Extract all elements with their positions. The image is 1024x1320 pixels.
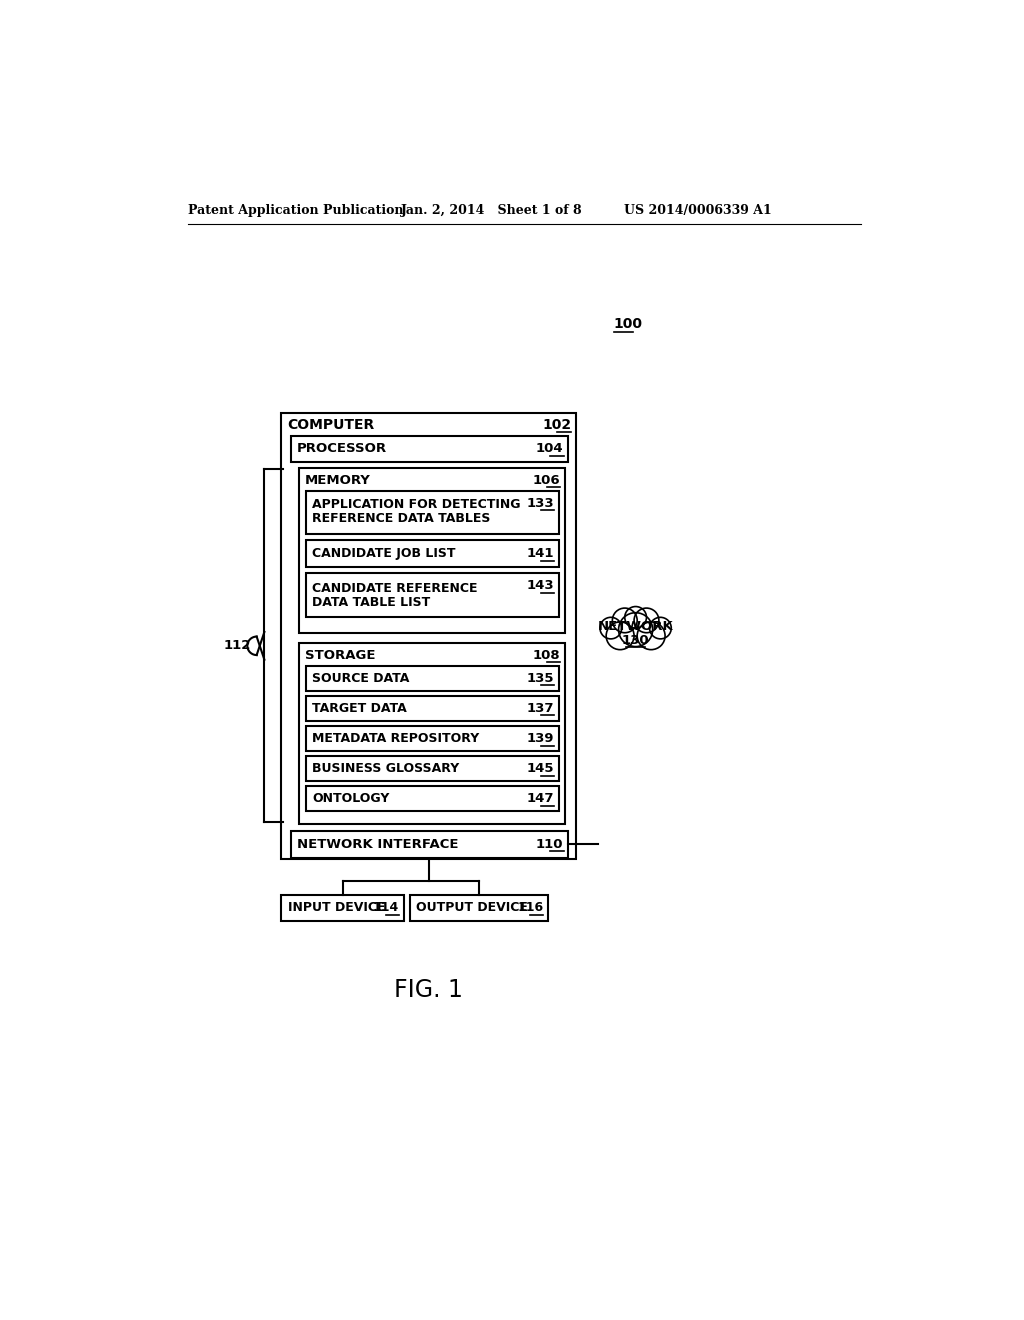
Text: OUTPUT DEVICE: OUTPUT DEVICE (417, 902, 528, 915)
Text: NETWORK: NETWORK (598, 620, 674, 634)
Text: CANDIDATE REFERENCE: CANDIDATE REFERENCE (312, 582, 478, 595)
Text: 110: 110 (536, 838, 563, 851)
Bar (306, 756, 559, 781)
Circle shape (649, 618, 672, 639)
Bar (299, 469, 565, 634)
Text: STORAGE: STORAGE (305, 648, 375, 661)
Bar (291, 436, 568, 462)
Bar (306, 540, 559, 568)
Text: 147: 147 (526, 792, 554, 805)
Text: PROCESSOR: PROCESSOR (297, 442, 387, 455)
Circle shape (618, 612, 652, 647)
Text: 145: 145 (526, 762, 554, 775)
Text: 106: 106 (532, 474, 560, 487)
Text: NETWORK INTERFACE: NETWORK INTERFACE (297, 838, 459, 851)
Text: BUSINESS GLOSSARY: BUSINESS GLOSSARY (312, 762, 460, 775)
Text: 141: 141 (526, 548, 554, 560)
Text: Patent Application Publication: Patent Application Publication (188, 205, 403, 218)
Text: 143: 143 (526, 579, 554, 593)
Text: 139: 139 (526, 733, 554, 744)
Text: 100: 100 (614, 317, 643, 331)
Circle shape (612, 609, 637, 632)
Circle shape (600, 618, 622, 639)
Text: 108: 108 (532, 648, 560, 661)
Text: US 2014/0006339 A1: US 2014/0006339 A1 (624, 205, 772, 218)
Bar (410, 895, 548, 921)
Bar (306, 726, 559, 751)
Text: COMPUTER: COMPUTER (288, 418, 375, 432)
Text: ONTOLOGY: ONTOLOGY (312, 792, 390, 805)
Bar (306, 491, 559, 535)
Text: INPUT DEVICE: INPUT DEVICE (288, 902, 385, 915)
Text: MEMORY: MEMORY (305, 474, 371, 487)
Text: 114: 114 (373, 902, 399, 915)
Bar (306, 665, 559, 692)
Circle shape (606, 622, 634, 649)
Circle shape (637, 622, 665, 649)
Text: 112: 112 (223, 639, 251, 652)
Bar (282, 895, 403, 921)
Text: 116: 116 (517, 902, 544, 915)
Text: 137: 137 (526, 702, 554, 715)
Bar (306, 785, 559, 812)
Text: 104: 104 (536, 442, 563, 455)
Text: METADATA REPOSITORY: METADATA REPOSITORY (312, 733, 479, 744)
Text: DATA TABLE LIST: DATA TABLE LIST (312, 597, 431, 610)
Text: FIG. 1: FIG. 1 (394, 978, 463, 1002)
Text: Jan. 2, 2014   Sheet 1 of 8: Jan. 2, 2014 Sheet 1 of 8 (400, 205, 583, 218)
Text: 133: 133 (526, 496, 554, 510)
Bar (306, 573, 559, 616)
Text: 135: 135 (526, 672, 554, 685)
Text: 130: 130 (622, 634, 649, 647)
Circle shape (625, 607, 646, 628)
Text: TARGET DATA: TARGET DATA (312, 702, 408, 715)
Text: CANDIDATE JOB LIST: CANDIDATE JOB LIST (312, 548, 456, 560)
Bar (282, 412, 575, 859)
Text: APPLICATION FOR DETECTING: APPLICATION FOR DETECTING (312, 499, 521, 511)
Bar (306, 696, 559, 721)
Bar (291, 832, 568, 858)
Circle shape (634, 609, 658, 632)
Text: 102: 102 (542, 418, 571, 432)
Bar (299, 643, 565, 824)
Text: SOURCE DATA: SOURCE DATA (312, 672, 410, 685)
Text: REFERENCE DATA TABLES: REFERENCE DATA TABLES (312, 512, 490, 525)
